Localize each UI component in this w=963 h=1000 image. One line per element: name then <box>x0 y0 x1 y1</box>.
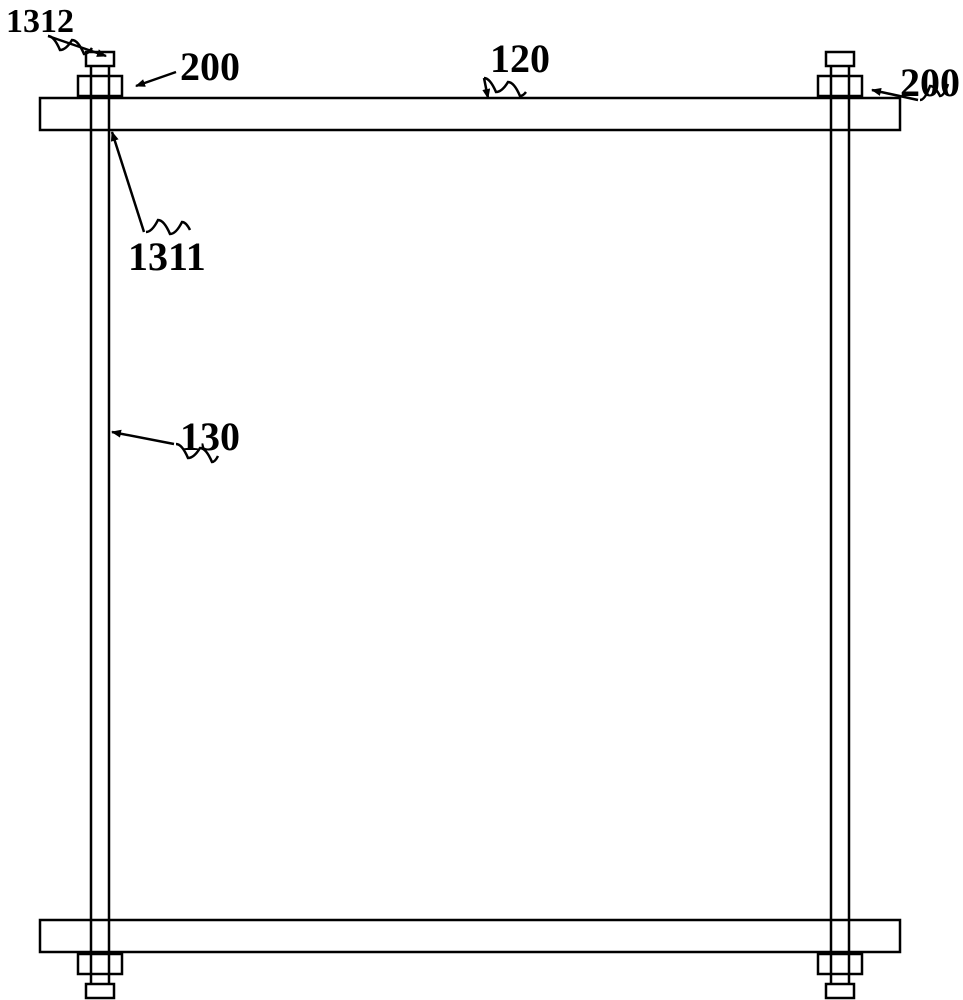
annotations-group: 12013013111312200200 <box>6 3 960 462</box>
leader-200_left <box>136 72 176 86</box>
leader-1311 <box>112 132 190 234</box>
label-200_left: 200 <box>180 44 240 89</box>
top-plate <box>40 98 900 130</box>
geometry-group <box>40 52 900 998</box>
leader-1312 <box>48 36 106 56</box>
leader-120 <box>484 78 526 98</box>
label-1311: 1311 <box>128 234 206 279</box>
label-120: 120 <box>490 36 550 81</box>
technical-diagram: 12013013111312200200 <box>0 0 963 1000</box>
label-130: 130 <box>180 414 240 459</box>
label-1312: 1312 <box>6 3 74 40</box>
bottom-plate <box>40 920 900 952</box>
